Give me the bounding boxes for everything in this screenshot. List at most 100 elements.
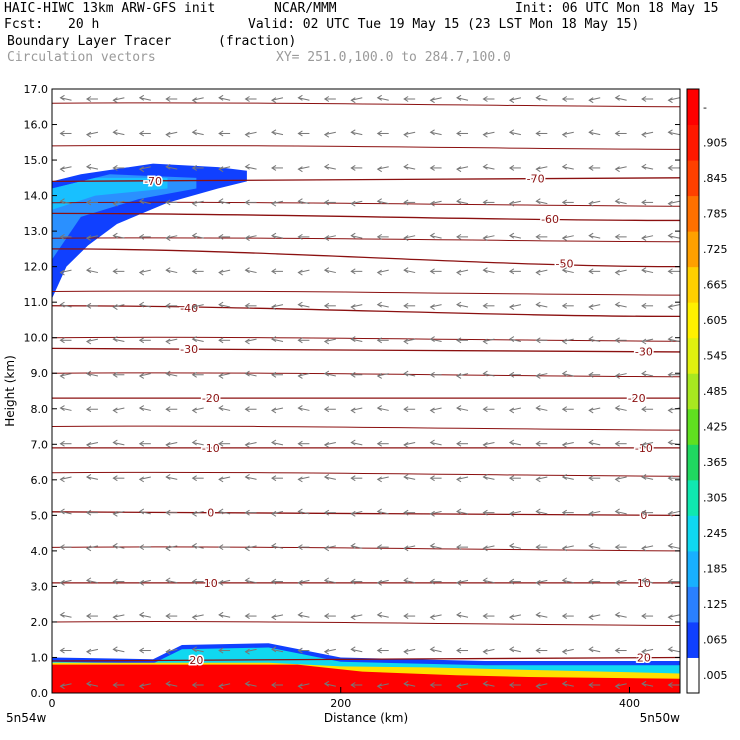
- contour-label: 10: [637, 577, 651, 590]
- circulation-vector: [191, 371, 204, 378]
- circulation-vector: [59, 440, 72, 447]
- colorbar-swatch: [687, 586, 699, 623]
- circulation-vector: [482, 131, 495, 138]
- circulation-vector: [191, 614, 204, 621]
- circulation-vector: [482, 406, 495, 413]
- cross-section-endpoints: XY= 251.0,100.0 to 284.7,100.0: [276, 50, 511, 65]
- circulation-vector: [112, 129, 125, 136]
- colorbar-label: .605: [703, 314, 728, 327]
- colorbar-label: .065: [703, 634, 728, 647]
- circulation-vector: [429, 646, 442, 653]
- circulation-vector: [323, 577, 336, 584]
- field-units: (fraction): [218, 34, 297, 49]
- circulation-vector: [297, 508, 310, 515]
- org-label: NCAR/MMM: [274, 1, 337, 16]
- circulation-vector: [244, 338, 257, 345]
- circulation-vector: [641, 613, 654, 619]
- x-tick-label: 400: [619, 697, 640, 710]
- model-title: HAIC-HIWC 13km ARW-GFS init: [4, 1, 216, 16]
- circulation-vector: [614, 647, 627, 654]
- circulation-vector: [112, 682, 125, 688]
- colorbar-label: .365: [703, 456, 728, 469]
- circulation-vector: [641, 441, 654, 448]
- circulation-vector: [456, 130, 469, 137]
- circulation-vector: [191, 200, 204, 207]
- circulation-vector: [244, 163, 257, 170]
- circulation-vector: [218, 647, 231, 654]
- circulation-vector: [165, 199, 178, 206]
- circulation-vector: [641, 338, 654, 345]
- circulation-vector: [323, 648, 336, 655]
- circulation-vector: [482, 577, 495, 584]
- circulation-vector: [323, 338, 336, 345]
- circulation-vector: [138, 647, 151, 654]
- circulation-vector: [297, 405, 310, 411]
- circulation-vector: [218, 611, 231, 618]
- contour-label: -40: [180, 302, 198, 315]
- circulation-vector: [403, 613, 416, 619]
- circulation-vector: [59, 233, 72, 240]
- circulation-vector: [429, 475, 442, 482]
- circulation-vector: [403, 302, 416, 309]
- circulation-vector: [588, 165, 601, 171]
- circulation-vector: [297, 301, 310, 308]
- colorbar-swatch: [687, 160, 699, 197]
- circulation-vector: [165, 131, 178, 138]
- circulation-vector: [297, 544, 310, 551]
- y-tick-label: 17.0: [24, 83, 49, 96]
- circulation-vector: [218, 233, 231, 240]
- circulation-vector: [508, 232, 521, 239]
- circulation-vector: [85, 199, 98, 206]
- circulation-vector: [297, 647, 310, 654]
- circulation-vector: [482, 302, 495, 309]
- contour-line: [51, 102, 681, 108]
- y-tick-label: 13.0: [24, 225, 49, 238]
- circulation-vector: [403, 648, 416, 655]
- circulation-vector: [271, 646, 284, 653]
- circulation-vector: [165, 545, 178, 552]
- circulation-vector: [482, 648, 495, 655]
- circulation-vector: [508, 336, 521, 343]
- circulation-vector: [218, 440, 231, 447]
- x-tick-label: 0: [49, 697, 56, 710]
- circulation-vector: [165, 474, 178, 480]
- circulation-vector: [561, 441, 574, 448]
- circulation-vector: [85, 338, 99, 345]
- y-tick-label: 10.0: [24, 332, 49, 345]
- circulation-vector: [535, 544, 548, 551]
- circulation-vector: [641, 235, 654, 242]
- colorbar-swatch: [687, 408, 699, 445]
- circulation-vector: [641, 680, 654, 687]
- circulation-vector: [429, 510, 442, 517]
- circulation-vector: [508, 371, 521, 378]
- circulation-vector: [456, 611, 469, 618]
- y-tick-label: 8.0: [31, 403, 49, 416]
- circulation-vector: [323, 406, 336, 413]
- circulation-vector: [85, 509, 98, 516]
- circulation-vector: [271, 475, 283, 482]
- circulation-vector: [376, 647, 389, 654]
- y-tick-label: 6.0: [31, 474, 49, 487]
- tracer-upper-inner: [52, 177, 168, 210]
- circulation-vector: [138, 405, 151, 411]
- colorbar-label: .305: [703, 492, 728, 505]
- circulation-vector: [112, 371, 125, 378]
- circulation-vector: [138, 611, 151, 618]
- colorbar-label: .185: [703, 563, 728, 576]
- circulation-vector: [271, 232, 284, 239]
- circulation-vector: [218, 166, 231, 173]
- circulation-vector: [85, 406, 98, 413]
- circulation-vector: [614, 301, 627, 308]
- circulation-vector: [138, 337, 151, 344]
- circulation-vector: [191, 439, 204, 446]
- y-tick-label: 12.0: [24, 261, 49, 274]
- colorbar-swatch: [687, 195, 699, 232]
- circulation-vector: [85, 131, 99, 138]
- circulation-vector: [271, 268, 283, 275]
- circulation-vector: [59, 373, 72, 379]
- colorbar-label: .785: [703, 207, 728, 220]
- circulation-vector: [350, 646, 363, 653]
- contour-label: -70: [527, 173, 545, 186]
- circulation-vector: [508, 304, 521, 310]
- circulation-vector: [350, 407, 363, 414]
